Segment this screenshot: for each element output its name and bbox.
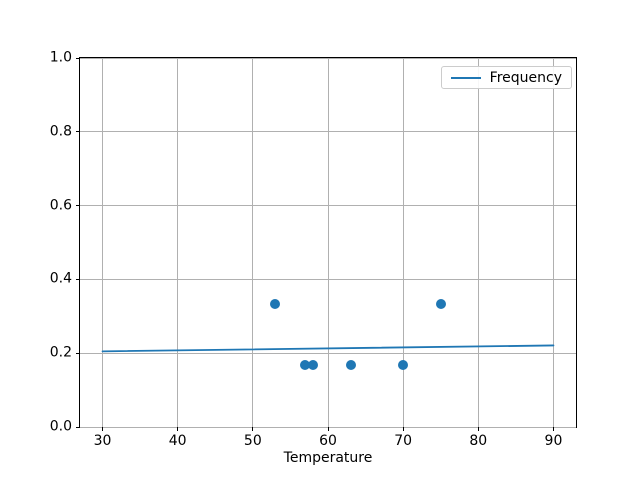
y-tick-mark: [76, 205, 80, 207]
x-gridline: [552, 58, 554, 427]
scatter-point: [300, 360, 311, 371]
y-tick-mark: [76, 352, 80, 354]
x-tick-label: 80: [469, 433, 488, 449]
y-tick-label: 0.6: [49, 196, 72, 213]
x-tick-mark: [177, 427, 179, 431]
frequency-trend-line: [101, 344, 555, 353]
x-tick-mark: [477, 427, 479, 431]
x-gridline: [252, 58, 254, 427]
x-tick-mark: [252, 427, 254, 431]
x-tick-mark: [327, 427, 329, 431]
scatter-point: [398, 360, 409, 371]
scatter-point: [270, 299, 281, 310]
y-gridline: [80, 352, 576, 354]
scatter-point: [307, 360, 318, 371]
y-gridline: [80, 57, 576, 59]
x-gridline: [327, 58, 329, 427]
x-gridline: [477, 58, 479, 427]
x-tick-label: 90: [544, 433, 563, 449]
y-tick-mark: [76, 57, 80, 59]
y-tick-label: 0.0: [49, 418, 72, 435]
y-tick-mark: [76, 426, 80, 428]
y-gridline: [80, 205, 576, 207]
y-tick-mark: [76, 131, 80, 133]
x-tick-mark: [402, 427, 404, 431]
x-tick-label: 50: [243, 433, 262, 449]
x-gridline: [177, 58, 179, 427]
y-tick-mark: [76, 278, 80, 280]
plot-area: Frequency 30 40 50 60 70 80 90 0.0 0.2 0.4 0.6 0.8 1…: [50, 50, 577, 448]
y-tick-label: 0.4: [49, 270, 72, 287]
scatter-point: [345, 360, 356, 371]
legend-line-sample: [450, 76, 481, 79]
x-tick-label: 30: [93, 433, 112, 449]
x-axis-label: Temperature: [283, 450, 373, 466]
y-gridline: [80, 278, 576, 280]
legend: Frequency: [440, 66, 572, 89]
y-gridline: [80, 131, 576, 133]
y-tick-label: 0.8: [49, 123, 72, 140]
x-tick-mark: [102, 427, 104, 431]
x-gridline: [102, 58, 104, 427]
x-gridline: [402, 58, 404, 427]
x-tick-mark: [552, 427, 554, 431]
x-tick-label: 70: [394, 433, 413, 449]
legend-label: Frequency: [489, 69, 562, 86]
y-tick-label: 1.0: [49, 49, 72, 66]
scatter-point: [435, 299, 446, 310]
x-tick-label: 40: [168, 433, 187, 449]
x-tick-label: 60: [319, 433, 337, 449]
y-tick-label: 0.2: [49, 344, 72, 361]
